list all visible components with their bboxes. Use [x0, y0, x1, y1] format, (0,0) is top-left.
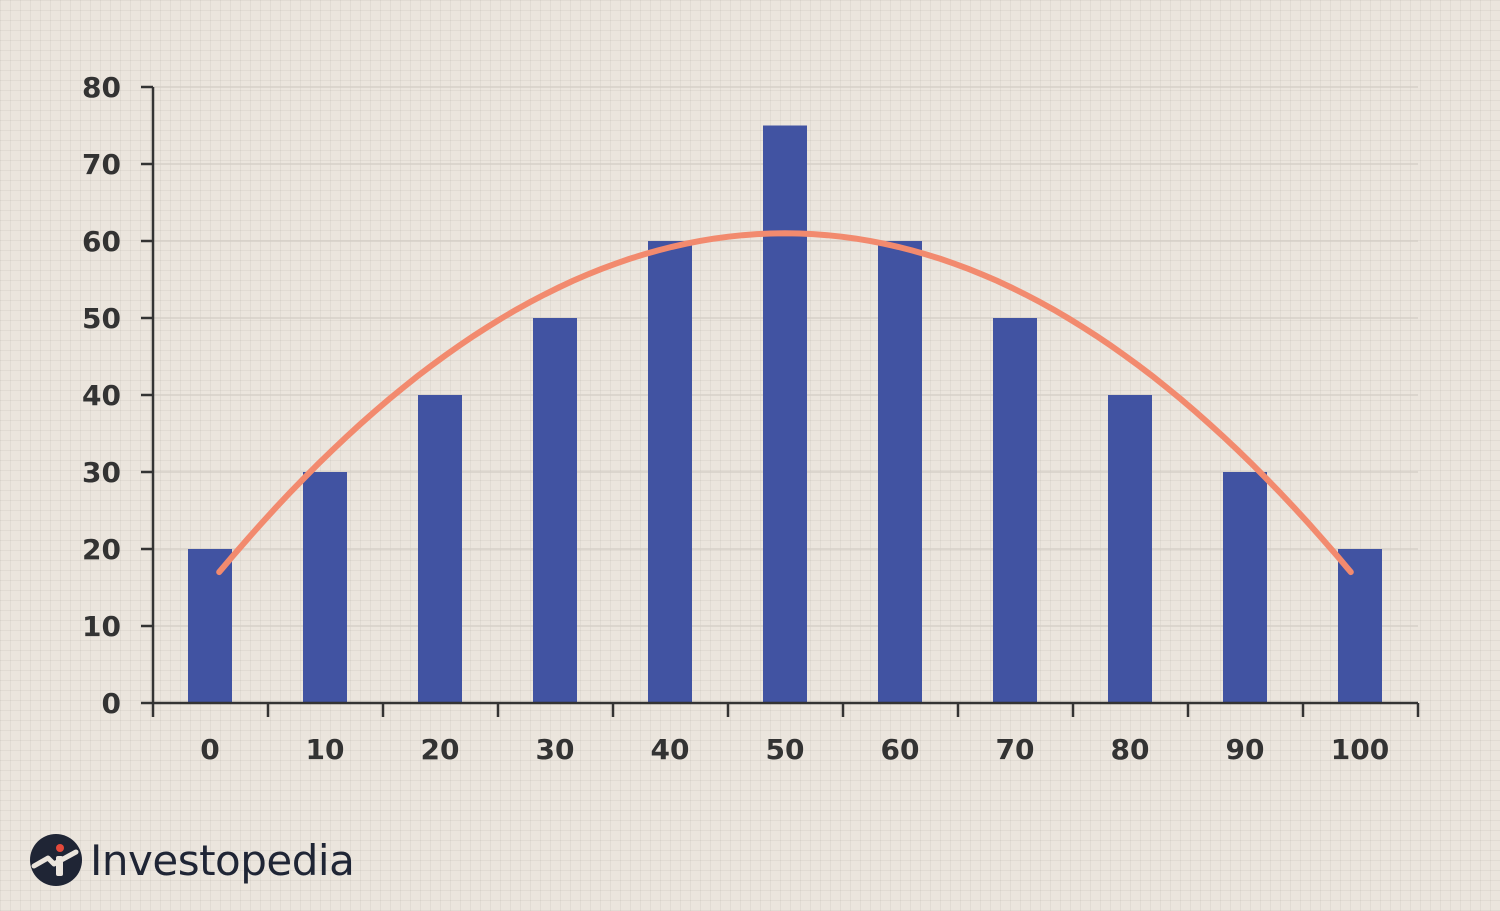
investopedia-logo-icon [30, 834, 82, 886]
bars [188, 125, 1382, 703]
y-tick-label: 0 [102, 687, 121, 720]
x-tick-label: 60 [881, 733, 920, 766]
fit-curve-line [216, 230, 1354, 576]
bar [763, 125, 807, 703]
y-tick-label: 50 [82, 302, 121, 335]
axes: 0 10 20 30 40 50 60 70 80 0 10 20 30 40 50 60 70 80 90 100 [82, 71, 1420, 766]
x-tick-label: 20 [421, 733, 460, 766]
bar [418, 395, 462, 703]
x-tick-label: 0 [200, 733, 219, 766]
brand-name: Investopedia [90, 835, 355, 885]
y-tick-label: 60 [82, 225, 121, 258]
bar [533, 318, 577, 703]
x-tick-label: 10 [306, 733, 345, 766]
bar [648, 241, 692, 703]
bar [993, 318, 1037, 703]
bar [1108, 395, 1152, 703]
y-tick-label: 30 [82, 456, 121, 489]
y-tick-label: 80 [82, 71, 121, 104]
x-tick-label: 80 [1111, 733, 1150, 766]
investopedia-logo: Investopedia [30, 830, 355, 890]
y-tick-label: 20 [82, 533, 121, 566]
y-tick-label: 70 [82, 148, 121, 181]
x-tick-label: 40 [651, 733, 690, 766]
x-tick-label: 50 [766, 733, 805, 766]
bar [188, 549, 232, 703]
bar [878, 241, 922, 703]
x-tick-label: 30 [536, 733, 575, 766]
x-tick-label: 100 [1331, 733, 1389, 766]
x-tick-label: 90 [1226, 733, 1265, 766]
bar [1223, 472, 1267, 703]
x-tick-label: 70 [996, 733, 1035, 766]
bar [303, 472, 347, 703]
bar [1338, 549, 1382, 703]
y-tick-label: 40 [82, 379, 121, 412]
y-tick-label: 10 [82, 610, 121, 643]
curve [216, 230, 1354, 576]
